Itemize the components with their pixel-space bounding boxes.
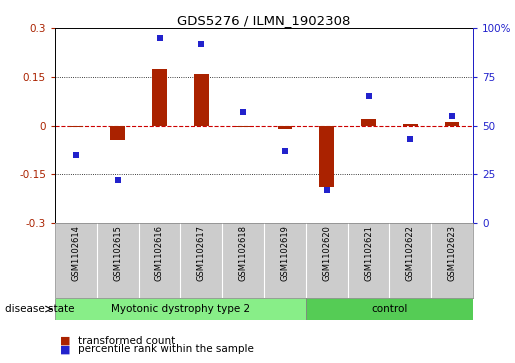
Bar xyxy=(403,124,418,126)
Text: Myotonic dystrophy type 2: Myotonic dystrophy type 2 xyxy=(111,304,250,314)
Bar xyxy=(278,126,292,129)
Bar xyxy=(68,126,83,127)
Bar xyxy=(110,126,125,140)
Bar xyxy=(236,126,250,127)
Text: GSM1102622: GSM1102622 xyxy=(406,225,415,281)
Text: GSM1102615: GSM1102615 xyxy=(113,225,122,281)
Text: GSM1102616: GSM1102616 xyxy=(155,225,164,281)
Text: GSM1102618: GSM1102618 xyxy=(238,225,248,281)
Bar xyxy=(319,126,334,187)
Bar xyxy=(445,122,459,126)
Text: ■: ■ xyxy=(60,336,71,346)
Title: GDS5276 / ILMN_1902308: GDS5276 / ILMN_1902308 xyxy=(177,14,351,27)
Bar xyxy=(306,298,473,320)
Text: transformed count: transformed count xyxy=(78,336,176,346)
Bar xyxy=(152,69,167,126)
Text: GSM1102621: GSM1102621 xyxy=(364,225,373,281)
Bar xyxy=(361,119,376,126)
Bar xyxy=(55,298,306,320)
Bar xyxy=(194,73,209,126)
Text: percentile rank within the sample: percentile rank within the sample xyxy=(78,344,254,354)
Text: GSM1102623: GSM1102623 xyxy=(448,225,457,281)
Text: GSM1102617: GSM1102617 xyxy=(197,225,206,281)
Text: GSM1102614: GSM1102614 xyxy=(72,225,80,281)
Text: ■: ■ xyxy=(60,344,71,354)
Text: disease state: disease state xyxy=(5,304,75,314)
Text: control: control xyxy=(371,304,407,314)
Text: GSM1102620: GSM1102620 xyxy=(322,225,331,281)
Text: GSM1102619: GSM1102619 xyxy=(280,225,289,281)
